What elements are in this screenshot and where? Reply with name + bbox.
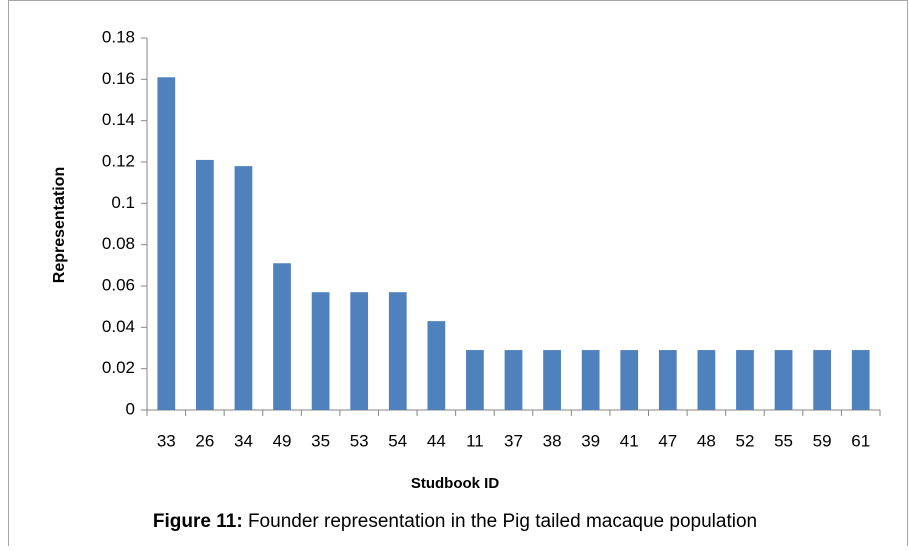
- figure-caption: Figure 11: Founder representation in the…: [153, 511, 757, 532]
- bar: [427, 321, 446, 410]
- bar: [658, 350, 677, 410]
- y-tick-label: 0.1: [111, 193, 135, 212]
- bar: [466, 350, 484, 410]
- y-tick-label: 0.16: [102, 69, 135, 88]
- caption-label: Figure 11:: [153, 511, 243, 532]
- bar: [273, 263, 291, 410]
- x-tick-label: 41: [620, 431, 639, 450]
- bar: [234, 166, 253, 410]
- y-tick-label: 0.02: [102, 358, 135, 377]
- bar: [581, 350, 600, 410]
- bar: [620, 350, 639, 410]
- bar: [851, 350, 870, 410]
- x-tick-label: 39: [581, 431, 600, 450]
- x-tick-label: 37: [504, 431, 523, 450]
- x-tick-label: 34: [234, 431, 253, 450]
- x-tick-label: 49: [273, 431, 292, 450]
- x-tick-label: 33: [157, 431, 176, 450]
- y-tick-label: 0.14: [102, 110, 135, 129]
- x-tick-label: 55: [774, 431, 793, 450]
- x-tick-label: 44: [427, 431, 446, 450]
- x-tick-label: 52: [736, 431, 755, 450]
- x-tick-label: 54: [388, 431, 407, 450]
- x-axis-title: Studbook ID: [411, 475, 499, 492]
- caption-text: Founder representation in the Pig tailed…: [248, 511, 757, 532]
- x-tick-label: 53: [350, 431, 369, 450]
- x-tick-label: 61: [851, 431, 870, 450]
- bar: [388, 292, 407, 410]
- y-tick-label: 0.06: [102, 275, 135, 294]
- x-tick-label: 35: [311, 431, 330, 450]
- bar: [543, 350, 561, 410]
- x-tick-label: 26: [195, 431, 214, 450]
- bar: [774, 350, 793, 410]
- bar: [813, 350, 832, 410]
- chart-border: [8, 0, 908, 551]
- y-tick-label: 0.08: [102, 234, 135, 253]
- bar: [697, 350, 716, 410]
- y-tick-label: 0: [126, 399, 135, 418]
- x-tick-label: 47: [658, 431, 677, 450]
- x-tick-label: 38: [543, 431, 562, 450]
- y-tick-label: 0.04: [102, 317, 135, 336]
- x-tick-label: 11: [466, 431, 484, 450]
- bar: [195, 159, 214, 410]
- y-tick-label: 0.12: [102, 151, 135, 170]
- bar: [350, 292, 369, 410]
- y-axis-title: Representation: [51, 167, 68, 283]
- x-tick-label: 59: [813, 431, 832, 450]
- bar: [736, 350, 754, 410]
- y-tick-label: 0.18: [102, 27, 135, 46]
- bar: [311, 292, 330, 410]
- bar: [504, 350, 523, 410]
- x-tick-label: 48: [697, 431, 716, 450]
- bar: [157, 77, 176, 411]
